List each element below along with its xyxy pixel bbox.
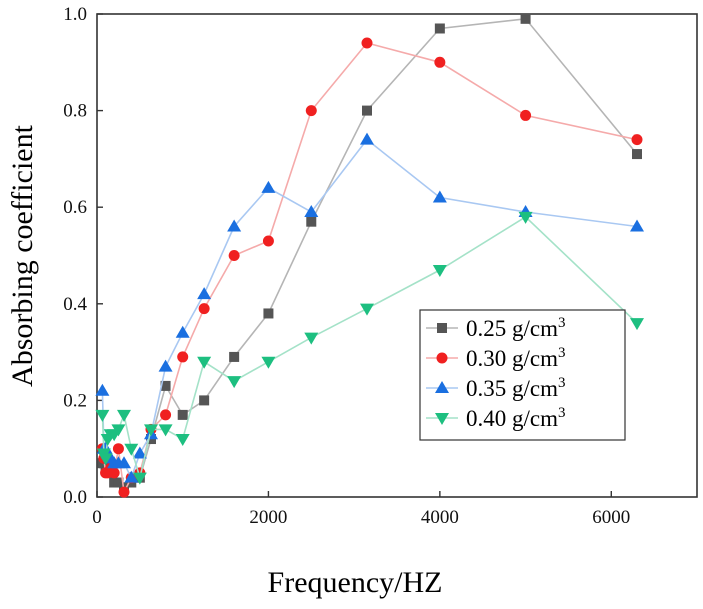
data-point (160, 380, 171, 391)
y-tick-label: 0.4 (63, 294, 87, 315)
data-point (117, 456, 131, 469)
axes-frame (96, 13, 698, 498)
data-point (132, 472, 147, 485)
data-point (228, 250, 240, 261)
data-point (177, 351, 189, 363)
data-point (362, 105, 372, 116)
data-point (304, 205, 319, 218)
data-point (117, 409, 131, 422)
data-point (158, 359, 173, 372)
data-point (432, 264, 447, 277)
legend-marker (437, 323, 447, 333)
series-layer (95, 13, 644, 498)
data-point (198, 303, 210, 315)
legend-superscript: 3 (558, 345, 566, 361)
data-point (118, 486, 130, 498)
data-point (520, 13, 531, 24)
data-point (632, 149, 642, 160)
data-point (160, 409, 172, 421)
legend-label: 0.35 g/cm3 (466, 375, 566, 401)
x-tick-label: 2000 (249, 507, 287, 528)
series-4 (95, 211, 644, 485)
x-tick-label: 0 (92, 507, 102, 528)
y-tick-label: 0.8 (63, 101, 87, 122)
data-point (227, 376, 242, 389)
legend-item: 0.30 g/cm3 (426, 345, 566, 371)
data-point (132, 446, 147, 459)
data-point (177, 409, 188, 420)
x-tick-label: 4000 (421, 507, 459, 528)
data-point (95, 383, 110, 396)
data-point (197, 356, 212, 369)
legend: 0.25 g/cm3 0.30 g/cm3 0.35 g/cm3 0.40 g/cm3 (419, 309, 626, 441)
data-point (124, 470, 139, 483)
data-point (144, 424, 158, 437)
legend-label: 0.30 g/cm3 (466, 345, 566, 371)
legend-superscript: 3 (558, 405, 566, 421)
data-point (434, 23, 445, 34)
legend-item: 0.40 g/cm3 (426, 405, 566, 431)
data-point (111, 424, 126, 437)
y-tick-label: 0.6 (63, 197, 87, 218)
legend-label: 0.40 g/cm3 (466, 405, 566, 431)
y-tick-label: 1.0 (63, 4, 87, 25)
data-point (631, 134, 643, 146)
legend-item: 0.25 g/cm3 (426, 315, 566, 341)
data-point (518, 211, 533, 224)
legend-item: 0.35 g/cm3 (426, 375, 566, 401)
data-point (630, 318, 644, 331)
legend-marker (435, 413, 449, 425)
data-point (360, 303, 374, 316)
data-point (199, 395, 210, 406)
legend-label: 0.25 g/cm3 (466, 315, 566, 341)
y-axis-label: Absorbing coefficient (6, 124, 39, 387)
data-point (197, 287, 212, 300)
x-tick-label: 6000 (592, 507, 630, 528)
data-point (630, 219, 644, 232)
data-point (175, 434, 190, 447)
data-point (520, 109, 532, 121)
data-point (124, 443, 139, 456)
axes: 0 2000 4000 6000 0.0 0.2 0.4 0.6 0.8 1.0 (63, 4, 698, 528)
data-point (227, 219, 242, 232)
legend-marker (436, 352, 448, 364)
data-point (229, 351, 240, 362)
data-point (261, 180, 276, 193)
data-point (261, 356, 276, 369)
legend-superscript: 3 (558, 315, 566, 331)
data-point (158, 424, 173, 437)
data-point (361, 37, 373, 49)
x-axis-label: Frequency/HZ (268, 566, 443, 599)
data-point (175, 325, 190, 338)
data-point (113, 477, 124, 488)
data-point (262, 235, 274, 247)
y-tick-label: 0.0 (63, 487, 87, 508)
legend-superscript: 3 (558, 375, 566, 391)
data-point (434, 56, 446, 68)
data-point (263, 308, 274, 319)
data-point (305, 105, 317, 117)
y-tick-label: 0.2 (63, 390, 87, 411)
data-point (306, 216, 317, 227)
data-point (112, 443, 124, 455)
data-point (360, 132, 374, 145)
data-point (432, 190, 447, 203)
data-point (108, 467, 120, 479)
data-point (95, 409, 110, 422)
legend-marker (435, 381, 449, 393)
data-point (304, 332, 319, 345)
data-point (98, 453, 113, 466)
